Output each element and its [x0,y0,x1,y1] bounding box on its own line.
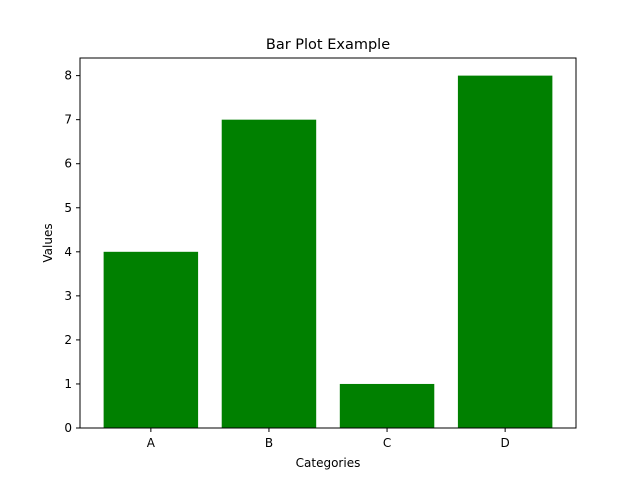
y-tick-label: 0 [64,421,72,435]
x-tick-label: C [383,436,391,450]
x-axis: A B C D [147,428,510,450]
y-tick-label: 3 [64,289,72,303]
bar-b [221,119,317,429]
bars-group [103,75,553,429]
y-tick-label: 6 [64,157,72,171]
y-axis: 0 1 2 3 4 5 6 7 8 [64,69,80,435]
y-tick-label: 2 [64,333,72,347]
y-tick-label: 5 [64,201,72,215]
x-tick-label: A [147,436,156,450]
x-axis-label: Categories [296,456,361,470]
x-tick-label: D [501,436,510,450]
y-axis-label: Values [41,223,55,262]
x-tick-label: B [265,436,273,450]
y-tick-label: 4 [64,245,72,259]
chart-title: Bar Plot Example [266,37,390,53]
bar-d [457,75,553,428]
bar-a [103,251,199,428]
bar-c [339,383,435,428]
y-tick-label: 8 [64,69,72,83]
plot-frame [79,57,577,429]
y-tick-label: 7 [64,113,72,127]
y-tick-label: 1 [64,377,72,391]
